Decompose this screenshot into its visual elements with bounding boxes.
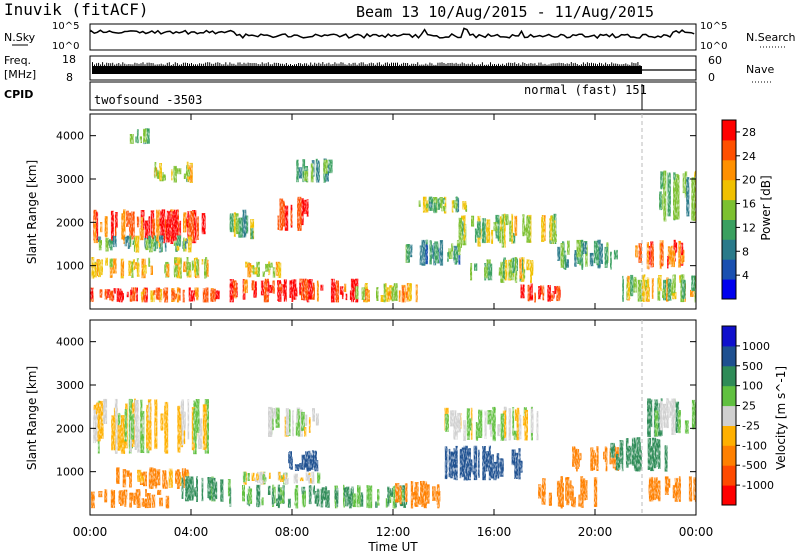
x-tick-label: 00:00 xyxy=(73,525,108,539)
colorbar-tick-label: 500 xyxy=(742,360,763,373)
colorbar-tick-label: 28 xyxy=(742,126,756,139)
colorbar-swatch xyxy=(722,425,736,446)
freq-frame xyxy=(89,55,697,81)
colorbar-tick-label: 8 xyxy=(742,245,749,258)
y-tick-label: 4000 xyxy=(56,130,84,143)
freq-spikes xyxy=(92,62,641,74)
cpid-panel: CPID twofsound -3503 normal (fast) 151 xyxy=(4,81,697,111)
nsky-label: N.Sky xyxy=(4,31,36,44)
colorbar-swatch xyxy=(722,199,736,220)
time-axis: 00:00 04:00 08:00 12:00 16:00 20:00 00:00 xyxy=(73,114,714,539)
colorbar-swatch xyxy=(722,405,736,426)
colorbar-tick-label: 100 xyxy=(742,380,763,393)
power-colorbar: 4 8 12 16 20 24 28 xyxy=(721,119,756,300)
colorbar-swatch xyxy=(722,139,736,161)
colorbar-swatch xyxy=(722,326,736,347)
colorbar-swatch xyxy=(722,239,736,260)
velocity-speckle xyxy=(90,320,696,515)
colorbar-tick-label: 4 xyxy=(742,269,749,282)
power-speckle xyxy=(90,114,696,309)
colorbar-swatch xyxy=(722,179,736,201)
y-tick-label: 3000 xyxy=(56,379,84,392)
y-tick-label: 3000 xyxy=(56,173,84,186)
velocity-colorbar: -1000 -500 -100 -25 25 100 500 1000 xyxy=(721,325,774,506)
velocity-colorbar-label: Velocity [m s^-1] xyxy=(774,366,788,470)
x-tick-label: 04:00 xyxy=(174,525,209,539)
y-tick-label: 1000 xyxy=(56,260,84,273)
y-tick-label: 1000 xyxy=(56,466,84,479)
nsky-panel: N.Sky 10^5 10^0 10^5 10^0 N.Search xyxy=(4,21,796,52)
colorbar-swatch xyxy=(722,259,736,280)
colorbar-tick-label: 20 xyxy=(742,174,756,187)
colorbar-swatch xyxy=(722,279,736,300)
station-title: Inuvik (fitACF) xyxy=(4,0,149,19)
colorbar-tick-label: -1000 xyxy=(742,479,774,492)
nsky-tick-top: 10^5 xyxy=(52,21,79,32)
freq-unit: [MHz] xyxy=(4,68,36,81)
colorbar-tick-label: -25 xyxy=(742,419,760,432)
nave-label: Nave xyxy=(746,63,774,76)
nsearch-tick-top: 10^5 xyxy=(700,21,727,32)
x-tick-label: 00:00 xyxy=(679,525,714,539)
velocity-ylabel: Slant Range [km] xyxy=(25,366,39,470)
nave-tick-bottom: 0 xyxy=(708,71,715,84)
x-tick-label: 20:00 xyxy=(578,525,613,539)
colorbar-swatch xyxy=(722,385,736,407)
x-tick-label: 08:00 xyxy=(275,525,310,539)
time-axis-label: Time UT xyxy=(367,540,418,554)
cpid-twofsound: twofsound -3503 xyxy=(94,93,202,107)
y-tick-label: 2000 xyxy=(56,216,84,229)
cpid-label: CPID xyxy=(4,88,33,101)
nsky-tick-bottom: 10^0 xyxy=(52,41,79,52)
colorbar-tick-label: 1000 xyxy=(742,340,770,353)
power-colorbar-label: Power [dB] xyxy=(759,175,773,240)
colorbar-swatch xyxy=(722,465,736,486)
colorbar-tick-label: 24 xyxy=(742,150,756,163)
beam-date-title: Beam 13 10/Aug/2015 - 11/Aug/2015 xyxy=(356,3,654,21)
nsearch-tick-bottom: 10^0 xyxy=(700,41,727,52)
colorbar-swatch xyxy=(722,219,736,240)
y-tick-label: 2000 xyxy=(56,422,84,435)
power-ylabel: Slant Range [km] xyxy=(25,160,39,264)
nave-tick-top: 60 xyxy=(708,54,722,67)
colorbar-tick-label: 16 xyxy=(742,198,756,211)
velocity-y-axis: 1000 2000 3000 4000 xyxy=(56,336,696,479)
freq-tick-bottom: 8 xyxy=(66,71,73,84)
cpid-frame xyxy=(89,81,697,111)
nsky-frame xyxy=(89,23,697,51)
colorbar-frame xyxy=(721,119,737,300)
nsearch-label: N.Search xyxy=(746,31,796,44)
power-y-axis: 1000 2000 3000 4000 xyxy=(56,130,696,273)
colorbar-swatch xyxy=(722,345,736,367)
colorbar-swatch xyxy=(722,120,736,141)
colorbar-swatch xyxy=(722,365,736,387)
colorbar-tick-label: -100 xyxy=(742,439,767,452)
freq-tick-top: 18 xyxy=(62,53,76,66)
x-tick-label: 16:00 xyxy=(477,525,512,539)
colorbar-swatch xyxy=(722,159,736,181)
colorbar-frame xyxy=(721,325,737,506)
colorbar-swatch xyxy=(722,485,736,506)
colorbar-swatch xyxy=(722,445,736,466)
x-tick-label: 12:00 xyxy=(376,525,411,539)
colorbar-tick-label: -500 xyxy=(742,459,767,472)
colorbar-tick-label: 25 xyxy=(742,400,756,413)
freq-panel: Freq. [MHz] 18 8 60 0 Nave xyxy=(4,53,774,84)
power-panel: 1000 2000 3000 4000 Slant Range [km] 4 8 12 16… xyxy=(25,113,773,310)
freq-label: Freq. xyxy=(4,54,31,67)
colorbar-tick-label: 12 xyxy=(742,221,756,234)
cpid-normal: normal (fast) 151 xyxy=(524,83,647,97)
y-tick-label: 4000 xyxy=(56,336,84,349)
nsky-trace xyxy=(90,27,695,40)
